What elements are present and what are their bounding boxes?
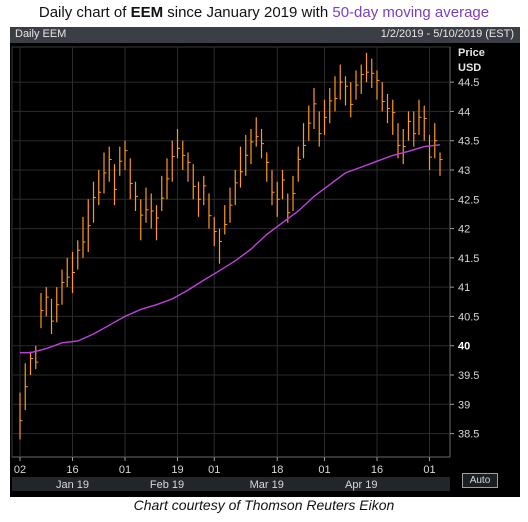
month-label: Mar 19 [250,479,284,491]
chart-title: Daily chart of EEM since January 2019 wi… [0,4,528,21]
auto-scale-button[interactable]: Auto [462,473,498,488]
month-label: Feb 19 [150,479,184,491]
y-tick-label: 39.5 [458,370,479,382]
x-tick-label: 01 [423,464,435,476]
month-band [12,477,450,491]
x-tick-label: 01 [208,464,220,476]
moving-average-line [20,144,441,354]
x-tick-label: 02 [14,464,26,476]
chart-frame: Daily EEM 1/2/2019 - 5/10/2019 (EST) 38.… [10,27,520,497]
x-tick-label: 18 [271,464,283,476]
x-tick-label: 19 [171,464,183,476]
x-tick-label: 01 [318,464,330,476]
chart-header-symbol: Daily EEM [15,28,67,40]
y-tick-label: 40 [458,341,470,353]
y-tick-label: 42.5 [458,194,479,206]
y-tick-label: 43 [458,165,470,177]
price-chart-svg: 38.5 39 39.5 40 40.5 41 41.5 42 42.5 43 43.5 44 44.5… [11,46,485,491]
title-middle: since January 2019 with [163,4,333,21]
y-axis-title-unit: USD [458,62,481,74]
x-tick-label: 16 [66,464,78,476]
y-tick-label: 44.5 [458,77,479,89]
y-tick-label: 38.5 [458,429,479,441]
chart-header-daterange: 1/2/2019 - 5/10/2019 (EST) [380,28,514,40]
x-tick-label: 16 [371,464,383,476]
y-axis-title-price: Price [458,47,485,59]
month-label: Jan 19 [56,479,89,491]
y-tick-label: 42 [458,224,470,236]
title-highlight: 50-day moving average [332,4,490,21]
y-tick-label: 40.5 [458,311,479,323]
x-tick-label: 01 [119,464,131,476]
chart-header: Daily EEM 1/2/2019 - 5/10/2019 (EST) [10,27,520,43]
y-tick-label: 44 [458,106,470,118]
title-ticker: EEM [130,4,164,21]
y-tick-label: 43.5 [458,136,479,148]
title-prefix: Daily chart of [38,4,131,21]
y-tick-label: 41.5 [458,253,479,265]
y-tick-label: 41 [458,282,470,294]
y-tick-label: 39 [458,399,470,411]
month-label: Apr 19 [345,479,377,491]
chart-caption: Chart courtesy of Thomson Reuters Eikon [133,497,395,513]
